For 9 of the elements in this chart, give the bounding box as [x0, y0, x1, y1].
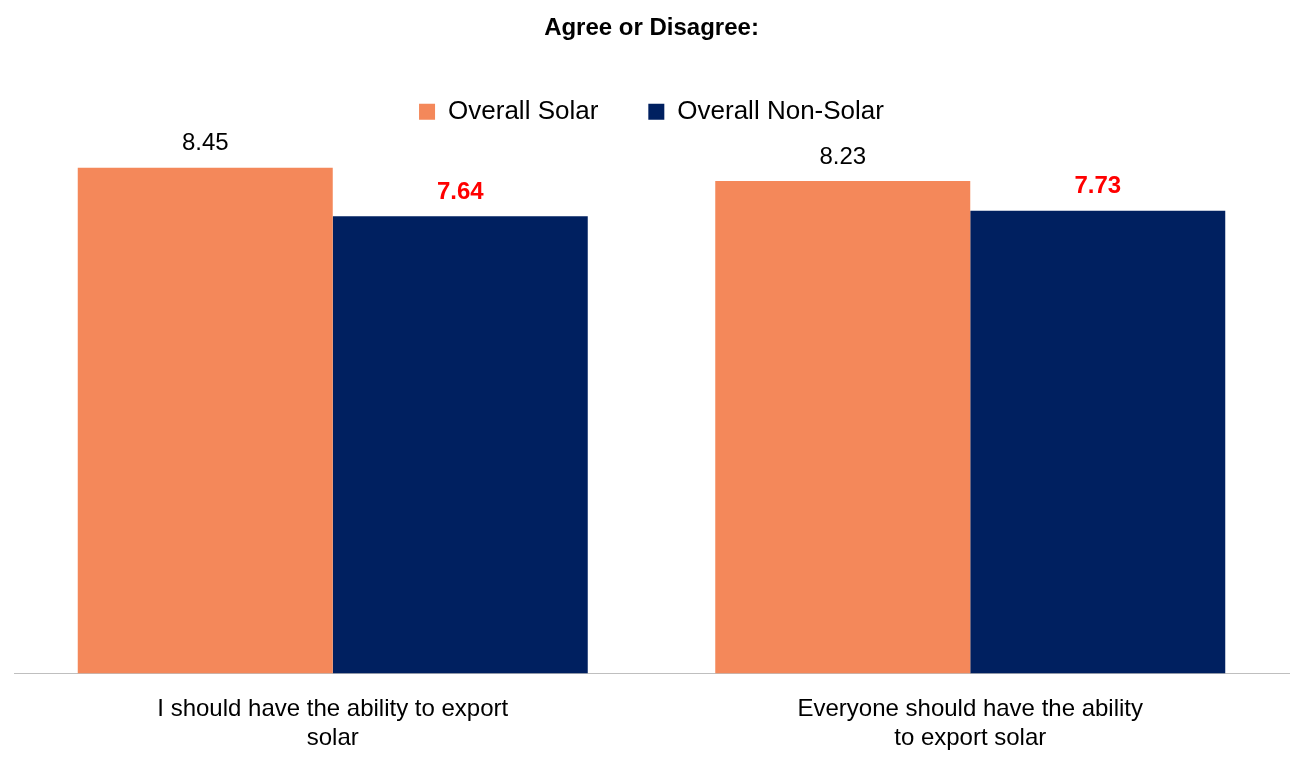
data-label: 7.64: [436, 176, 485, 204]
x-tick-label: I should have the ability to export solar: [157, 694, 509, 751]
data-label: 8.23: [819, 141, 867, 169]
legend-label: Overall Non-Solar: [677, 94, 885, 125]
data-label: 7.73: [1074, 171, 1122, 199]
chart-title: Agree or Disagree:: [544, 13, 759, 41]
data-label: 8.45: [181, 128, 229, 156]
legend-label: Overall Solar: [448, 94, 599, 125]
x-tick-label: Everyone should have the ability to export solar: [797, 694, 1144, 751]
